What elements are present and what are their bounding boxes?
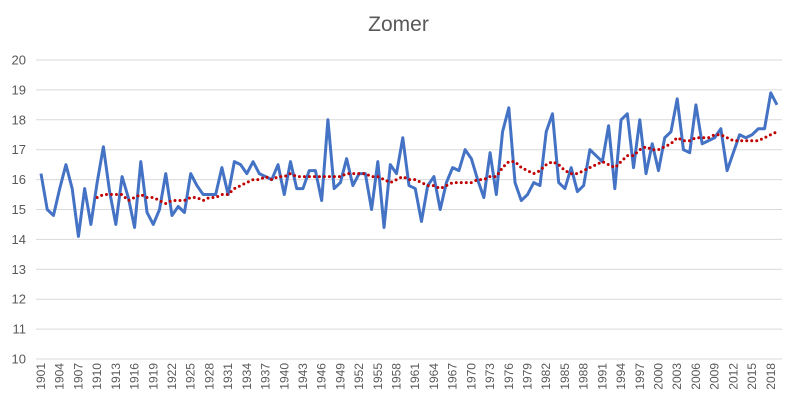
x-tick-label: 2003 [670,363,684,390]
x-tick-label: 1907 [71,363,85,390]
x-tick-label: 1946 [315,363,329,390]
y-tick-label: 14 [12,232,26,247]
x-tick-label: 1979 [521,363,535,390]
x-tick-label: 1949 [333,363,347,390]
x-tick-label: 1925 [184,363,198,390]
x-tick-label: 1964 [427,363,441,390]
x-tick-label: 2009 [708,363,722,390]
x-tick-label: 1919 [146,363,160,390]
x-tick-label: 1910 [90,363,104,390]
y-tick-label: 11 [13,322,27,337]
y-tick-label: 16 [12,172,26,187]
x-tick-label: 1997 [633,363,647,390]
x-tick-label: 1988 [577,363,591,390]
chart-title: Zomer [368,13,429,36]
x-tick-label: 1940 [277,363,291,390]
x-tick-label: 1991 [595,363,609,390]
x-tick-label: 1955 [371,363,385,390]
x-tick-label: 2018 [764,363,778,390]
y-tick-label: 19 [12,82,26,97]
x-tick-label: 1901 [34,363,48,390]
x-tick-label: 1973 [483,363,497,390]
y-tick-label: 17 [12,142,26,157]
x-tick-label: 1937 [259,363,273,390]
x-tick-label: 2006 [689,363,703,390]
y-tick-label: 20 [12,53,26,68]
x-tick-label: 1952 [352,363,366,390]
y-tick-label: 12 [12,292,26,307]
x-tick-label: 2012 [726,363,740,390]
y-tick-label: 13 [12,262,26,277]
x-tick-label: 1904 [53,363,67,390]
x-tick-label: 1931 [221,363,235,390]
x-tick-label: 1913 [109,363,123,390]
x-tick-label: 1994 [614,363,628,390]
x-tick-label: 1961 [408,363,422,390]
x-tick-label: 2015 [745,363,759,390]
x-tick-label: 1958 [390,363,404,390]
x-tick-label: 1982 [539,363,553,390]
x-tick-label: 1928 [202,363,216,390]
x-tick-label: 1943 [296,363,310,390]
x-tick-label: 1922 [165,363,179,390]
y-tick-label: 18 [12,112,26,127]
trendline-series [95,130,779,206]
x-tick-label: 1967 [446,363,460,390]
x-tick-label: 1970 [464,363,478,390]
x-tick-label: 1934 [240,363,254,390]
x-tick-label: 1985 [558,363,572,390]
y-tick-label: 10 [12,352,26,367]
y-tick-label: 15 [12,202,26,217]
x-tick-label: 2000 [651,363,665,390]
x-tick-label: 1916 [128,363,142,390]
x-tick-label: 1976 [502,363,516,390]
temperature-series-line [39,91,779,238]
